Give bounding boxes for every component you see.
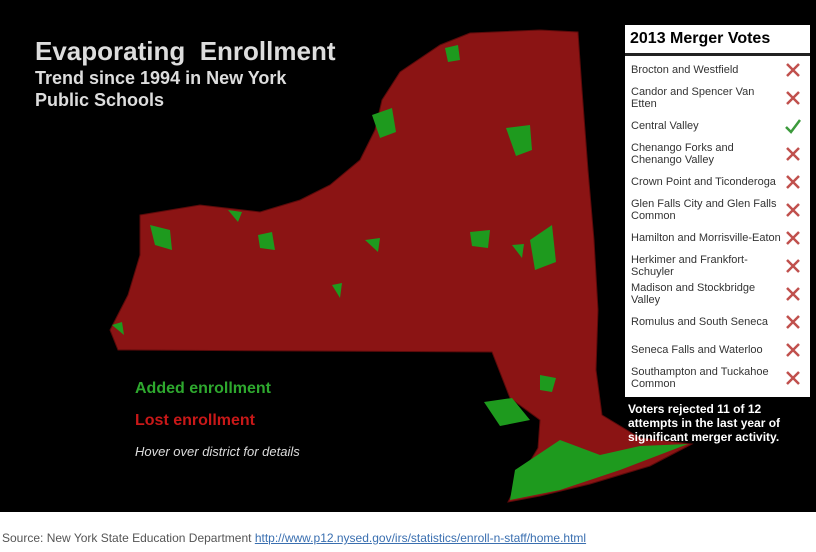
vote-name: Madison and Stockbridge Valley [631, 282, 756, 306]
rejected-icon [786, 231, 800, 245]
source-link[interactable]: http://www.p12.nysed.gov/irs/statistics/… [254, 531, 587, 545]
vote-row: Hamilton and Morrisville-Eaton [625, 224, 810, 252]
rejected-icon [786, 175, 800, 189]
vote-name: Brocton and Westfield [631, 64, 739, 76]
vote-row: Central Valley [625, 112, 810, 140]
vote-name: Southampton and Tuckahoe Common [631, 366, 769, 390]
source: Source: New York State Education Departm… [2, 531, 586, 545]
vote-name: Crown Point and Ticonderoga [631, 176, 776, 188]
note: Voters rejected 11 of 12 attempts in the… [628, 402, 781, 444]
vote-name: Chenango Forks and Chenango Valley [631, 142, 734, 166]
map [109, 29, 694, 503]
vote-name: Hamilton and Morrisville-Eaton [631, 232, 781, 244]
vote-row: Crown Point and Ticonderoga [625, 168, 810, 196]
vote-name: Candor and Spencer Van Etten [631, 86, 755, 110]
source-label: Source: New York State Education Departm… [2, 531, 252, 545]
rejected-icon [786, 91, 800, 105]
added-districts[interactable] [112, 45, 688, 500]
approved-icon [785, 119, 801, 134]
vote-name: Central Valley [631, 120, 699, 132]
vote-row: Herkimer and Frankfort-Schuyler [625, 252, 810, 280]
rejected-icon [786, 287, 800, 301]
rejected-icon [786, 259, 800, 273]
vote-list: Brocton and Westfield Candor and Spencer … [625, 56, 810, 392]
vote-row: Southampton and Tuckahoe Common [625, 364, 810, 392]
hint: Hover over district for details [135, 444, 300, 459]
vote-row: Glen Falls City and Glen Falls Common [625, 196, 810, 224]
subtitle: Trend since 1994 in New York Public Scho… [35, 68, 287, 110]
vote-name: Herkimer and Frankfort-Schuyler [631, 254, 748, 278]
rejected-icon [786, 203, 800, 217]
rejected-icon [786, 147, 800, 161]
vote-name: Romulus and South Seneca [631, 316, 768, 328]
vote-row: Candor and Spencer Van Etten [625, 84, 810, 112]
vote-name: Seneca Falls and Waterloo [631, 344, 763, 356]
rejected-icon [786, 315, 800, 329]
panel-title: 2013 Merger Votes [625, 25, 810, 56]
rejected-icon [786, 343, 800, 357]
rejected-icon [786, 63, 800, 77]
map-stage: Evaporating Enrollment Trend since 1994 … [0, 0, 816, 512]
vote-row: Seneca Falls and Waterloo [625, 336, 810, 364]
vote-row: Madison and Stockbridge Valley [625, 280, 810, 308]
rejected-icon [786, 371, 800, 385]
vote-row: Romulus and South Seneca [625, 308, 810, 336]
vote-row: Chenango Forks and Chenango Valley [625, 140, 810, 168]
legend-added: Added enrollment [135, 380, 272, 397]
legend-lost: Lost enrollment [135, 412, 256, 429]
title: Evaporating Enrollment [35, 36, 336, 66]
merger-panel: 2013 Merger Votes Brocton and Westfield C… [625, 25, 810, 397]
vote-name: Glen Falls City and Glen Falls Common [631, 198, 777, 222]
vote-row: Brocton and Westfield [625, 56, 810, 84]
